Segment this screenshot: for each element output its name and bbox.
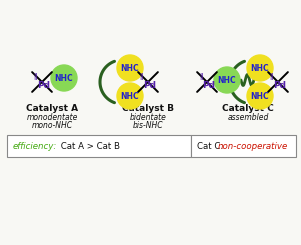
Text: II: II <box>270 73 274 82</box>
Circle shape <box>117 55 143 81</box>
Text: Catalyst C: Catalyst C <box>222 104 274 113</box>
Text: Pd: Pd <box>144 81 157 89</box>
Text: NHC: NHC <box>218 75 236 85</box>
Text: NHC: NHC <box>121 63 139 73</box>
Text: assembled: assembled <box>227 113 269 122</box>
Text: NHC: NHC <box>251 91 269 100</box>
Text: Pd: Pd <box>38 81 51 89</box>
FancyBboxPatch shape <box>7 135 191 157</box>
Text: NHC: NHC <box>55 74 73 83</box>
Text: II: II <box>140 73 144 82</box>
Text: Pd: Pd <box>274 81 287 89</box>
Text: Catalyst A: Catalyst A <box>26 104 78 113</box>
Text: NHC: NHC <box>251 63 269 73</box>
Text: monodentate: monodentate <box>26 113 78 122</box>
Text: non-cooperative: non-cooperative <box>218 142 288 150</box>
Text: Cat C:: Cat C: <box>197 142 226 150</box>
Circle shape <box>117 83 143 109</box>
Circle shape <box>247 55 273 81</box>
Circle shape <box>247 83 273 109</box>
Circle shape <box>51 65 77 91</box>
Text: Catalyst B: Catalyst B <box>122 104 174 113</box>
Text: bis-NHC: bis-NHC <box>133 121 163 130</box>
Text: efficiency:: efficiency: <box>13 142 57 150</box>
FancyBboxPatch shape <box>191 135 296 157</box>
Text: mono-NHC: mono-NHC <box>31 121 73 130</box>
Text: bidentate: bidentate <box>129 113 166 122</box>
Circle shape <box>214 67 240 93</box>
Text: Pd: Pd <box>203 81 216 89</box>
Text: Cat A > Cat B: Cat A > Cat B <box>58 142 120 150</box>
Text: II: II <box>199 73 203 82</box>
Text: II: II <box>34 73 38 82</box>
Text: NHC: NHC <box>121 91 139 100</box>
